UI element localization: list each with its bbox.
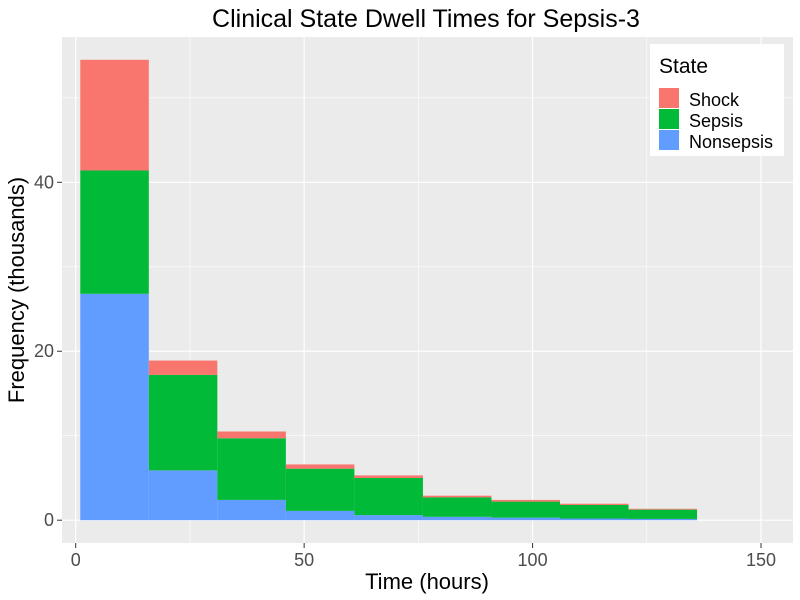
bar-nonsepsis-3 — [285, 510, 355, 521]
bar-nonsepsis-8 — [628, 518, 698, 521]
bar-sepsis-6 — [491, 501, 560, 518]
bar-sepsis-0 — [80, 170, 149, 294]
bar-sepsis-2 — [217, 438, 286, 500]
bar-shock-3 — [285, 464, 355, 469]
bar-sepsis-4 — [354, 477, 423, 516]
bars — [80, 59, 698, 521]
axes: 0 50 100 150 0 20 40 — [34, 172, 776, 570]
x-tick-label: 0 — [71, 550, 81, 570]
legend-label-shock: Shock — [689, 90, 740, 110]
chart-title: Clinical State Dwell Times for Sepsis-3 — [212, 5, 640, 33]
legend-key-sepsis — [659, 109, 679, 129]
legend: State Shock Sepsis Nonsepsis — [650, 44, 784, 156]
bar-sepsis-3 — [285, 468, 355, 511]
bar-nonsepsis-6 — [491, 517, 560, 521]
y-axis-title: Frequency (thousands) — [4, 177, 29, 403]
x-tick-label: 50 — [294, 550, 314, 570]
bar-nonsepsis-4 — [354, 515, 423, 521]
bar-sepsis-8 — [628, 509, 698, 519]
bar-sepsis-7 — [559, 504, 629, 519]
bar-sepsis-5 — [422, 497, 492, 517]
legend-key-shock — [659, 88, 679, 108]
bar-shock-2 — [217, 431, 286, 439]
y-tick-label: 20 — [34, 341, 54, 361]
legend-label-nonsepsis: Nonsepsis — [689, 132, 773, 152]
x-tick-label: 100 — [518, 550, 548, 570]
bar-nonsepsis-5 — [422, 516, 492, 521]
legend-key-nonsepsis — [659, 130, 679, 150]
legend-label-sepsis: Sepsis — [689, 111, 743, 131]
bar-nonsepsis-0 — [80, 293, 149, 521]
bar-shock-4 — [354, 475, 423, 478]
bar-shock-0 — [80, 59, 149, 171]
bar-shock-1 — [148, 360, 218, 375]
bar-shock-5 — [422, 495, 492, 498]
legend-title: State — [659, 55, 708, 78]
y-tick-label: 0 — [44, 510, 54, 530]
bar-shock-6 — [491, 499, 560, 502]
bar-shock-7 — [559, 503, 629, 505]
bar-nonsepsis-7 — [559, 518, 629, 521]
bar-nonsepsis-1 — [148, 470, 218, 521]
bar-nonsepsis-2 — [217, 499, 286, 521]
bar-sepsis-1 — [148, 374, 218, 471]
y-tick-label: 40 — [34, 172, 54, 192]
x-axis-title: Time (hours) — [365, 569, 489, 594]
bar-shock-8 — [628, 508, 698, 510]
x-tick-label: 150 — [746, 550, 776, 570]
